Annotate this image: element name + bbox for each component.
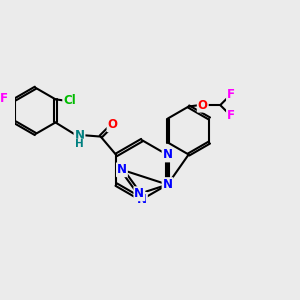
- Text: Cl: Cl: [63, 94, 76, 107]
- Text: N: N: [117, 163, 127, 176]
- Text: N: N: [137, 193, 147, 206]
- Text: N: N: [163, 148, 172, 161]
- Text: F: F: [227, 88, 235, 101]
- Text: F: F: [227, 109, 235, 122]
- Text: O: O: [198, 99, 208, 112]
- Text: N: N: [74, 129, 85, 142]
- Text: N: N: [163, 178, 172, 191]
- Text: F: F: [0, 92, 8, 105]
- Text: H: H: [75, 139, 84, 149]
- Text: O: O: [107, 118, 118, 131]
- Text: N: N: [134, 187, 144, 200]
